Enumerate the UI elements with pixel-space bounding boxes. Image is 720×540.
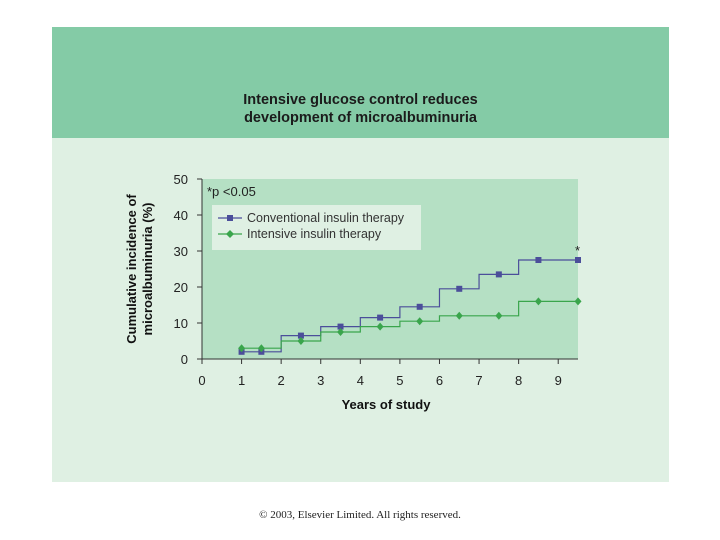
x-tick-label: 3	[317, 373, 324, 388]
slide-title: Intensive glucose control reduces develo…	[52, 91, 669, 127]
data-point-conventional	[337, 323, 344, 330]
data-point-intensive	[257, 344, 265, 353]
data-point-intensive	[337, 328, 345, 336]
y-tick-label: 40	[174, 208, 188, 223]
legend-label: Intensive insulin therapy	[247, 227, 382, 241]
data-point-conventional	[575, 257, 581, 263]
data-point-intensive	[534, 297, 542, 306]
x-tick-label: 8	[515, 373, 522, 388]
copyright-notice: © 2003, Elsevier Limited. All rights res…	[259, 509, 461, 521]
slide-title-line-2: development of microalbuminuria	[244, 110, 477, 126]
legend-label: Conventional insulin therapy	[247, 211, 405, 225]
data-point-conventional	[377, 314, 384, 321]
legend-marker-square	[227, 215, 233, 221]
title-band	[52, 27, 669, 138]
y-axis-title-line-2: microalbuminuria (%)	[140, 203, 155, 336]
x-tick-label: 1	[238, 373, 245, 388]
x-axis-title: Years of study	[342, 397, 432, 412]
x-tick-label: 9	[555, 373, 562, 388]
slide-panel: Intensive glucose control reduces develo…	[52, 27, 669, 482]
y-tick-label: 30	[174, 244, 188, 259]
x-tick-label: 2	[278, 373, 285, 388]
data-point-conventional	[416, 303, 423, 310]
legend-marker-diamond	[226, 230, 234, 238]
data-point-intensive	[376, 322, 384, 331]
data-point-conventional	[456, 285, 463, 292]
data-point-intensive	[574, 297, 582, 306]
x-tick-label: 4	[357, 373, 364, 388]
data-point-intensive	[495, 311, 503, 320]
chart: 0 10 20 30 40 50 0 1 2 3 4 5 6 7 8 9 Years of study Cumul…	[124, 172, 582, 412]
data-point-conventional	[535, 257, 542, 263]
x-tick-label: 7	[475, 373, 482, 388]
data-point-intensive	[238, 344, 246, 353]
significance-annotation: *p <0.05	[207, 184, 256, 199]
x-tick-label: 0	[198, 373, 205, 388]
x-tick-label: 6	[436, 373, 443, 388]
data-point-intensive	[297, 337, 305, 345]
data-point-intensive	[455, 311, 463, 320]
legend-box	[212, 205, 421, 250]
y-tick-label: 10	[174, 316, 188, 331]
data-point-intensive	[416, 317, 424, 326]
significance-star: *	[575, 243, 580, 258]
y-tick-label: 0	[181, 352, 188, 367]
y-tick-label: 20	[174, 280, 188, 295]
series-line-intensive	[241, 300, 578, 349]
slide-title-line-1: Intensive glucose control reduces	[243, 92, 478, 108]
data-point-conventional	[495, 271, 502, 278]
x-tick-label: 5	[396, 373, 403, 388]
y-axis-title-line-1: Cumulative incidence of	[124, 194, 139, 344]
data-point-conventional	[297, 332, 304, 339]
y-tick-label: 50	[174, 172, 188, 187]
